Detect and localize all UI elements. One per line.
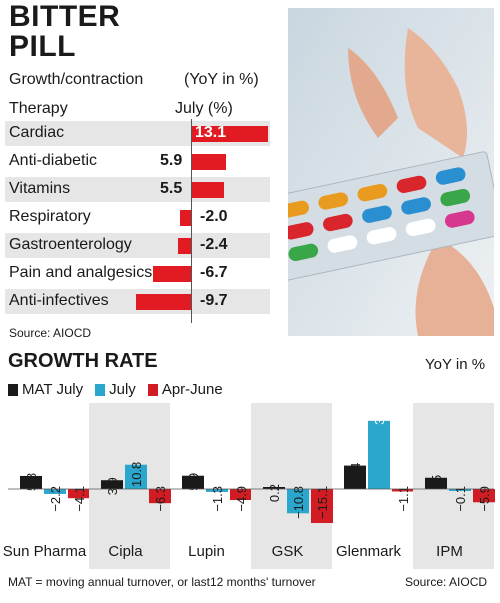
growth-value-label: −1.3 — [210, 486, 225, 512]
therapy-bar — [135, 294, 192, 310]
legend-swatch-july — [95, 383, 106, 396]
company-label: Lupin — [188, 543, 225, 560]
therapy-label: Anti-infectives — [9, 292, 109, 309]
growth-value-label: 5.8 — [24, 473, 39, 491]
column-header-july: July (%) — [175, 100, 233, 117]
therapy-bar — [192, 154, 227, 170]
legend-item-mat: MAT July — [8, 381, 83, 398]
growth-bar — [311, 489, 333, 523]
chart-subtitle: Growth/contraction — [9, 71, 144, 88]
title-line-2: PILL — [9, 30, 76, 63]
growth-value-label: −2.2 — [48, 486, 63, 512]
growth-value-label: −15.1 — [315, 486, 330, 519]
pills-photo — [288, 8, 494, 336]
therapy-bar — [178, 238, 192, 254]
growth-bar — [206, 489, 228, 492]
growth-value-label: 5.9 — [186, 473, 201, 491]
growth-bar — [263, 487, 285, 489]
therapy-value-label: -9.7 — [200, 292, 228, 309]
growth-rate-bar-chart: Sun Pharma 5.8 −2.2 −4.1 Cipla 3.9 10.8 −6.3 Lup… — [3, 403, 495, 569]
growth-bar — [449, 489, 471, 491]
therapy-label: Pain and analgesics — [9, 264, 153, 281]
therapy-value-label: 13.1 — [195, 124, 227, 141]
chart-title: BITTER PILL — [9, 2, 120, 62]
source-note-bottom: Source: AIOCD — [405, 575, 488, 589]
growth-rate-title: GROWTH RATE — [8, 350, 158, 372]
therapy-bar — [153, 266, 192, 282]
company-label: Glenmark — [336, 543, 402, 560]
therapy-bar — [192, 126, 268, 142]
growth-value-label: 10.4 — [348, 463, 363, 488]
company-label: Sun Pharma — [3, 543, 87, 560]
unit-label: (YoY in %) — [184, 71, 259, 88]
title-line-1: BITTER — [9, 0, 121, 33]
growth-bar — [287, 489, 309, 514]
growth-value-label: −4.1 — [72, 486, 87, 512]
growth-value-label: −1.1 — [396, 486, 411, 512]
legend-label-aprjune: Apr-June — [161, 381, 223, 398]
growth-rate-unit: YoY in % — [425, 356, 486, 373]
legend-item-july: July — [95, 381, 136, 398]
therapy-label: Cardiac — [9, 124, 65, 141]
growth-bar — [68, 489, 90, 499]
legend-label-july: July — [109, 381, 136, 398]
therapy-bar — [180, 210, 192, 226]
growth-bar — [344, 465, 366, 489]
growth-bar — [392, 489, 414, 492]
therapy-bar — [192, 182, 224, 198]
therapy-label: Anti-diabetic — [9, 152, 98, 169]
company-band — [251, 403, 332, 569]
growth-value-label: −5.9 — [477, 486, 492, 512]
growth-bar — [101, 480, 123, 489]
company-label: IPM — [436, 543, 463, 560]
legend-swatch-mat — [8, 383, 18, 396]
zero-axis — [191, 119, 192, 323]
growth-value-label: −6.3 — [153, 486, 168, 512]
growth-value-label: −0.1 — [453, 486, 468, 512]
legend-label-mat: MAT July — [22, 381, 84, 398]
column-header-therapy: Therapy — [9, 100, 68, 117]
row-band — [5, 177, 270, 202]
company-label: Cipla — [108, 543, 143, 560]
therapy-label: Vitamins — [9, 180, 71, 197]
footnote: MAT = moving annual turnover, or last12 … — [8, 575, 316, 589]
growth-bar — [230, 489, 252, 501]
growth-bar — [425, 477, 447, 489]
growth-value-label: −10.8 — [291, 486, 306, 519]
source-note-top: Source: AIOCD — [9, 326, 92, 340]
growth-bar — [149, 489, 171, 504]
therapy-value-label: -2.4 — [200, 236, 228, 253]
legend-swatch-aprjune — [147, 383, 158, 396]
therapy-value-label: -2.0 — [200, 208, 228, 225]
company-label: GSK — [272, 543, 304, 560]
therapy-value-label: -6.7 — [200, 264, 228, 281]
growth-value-label: 0.2 — [267, 484, 282, 502]
row-band — [5, 233, 270, 258]
growth-value-label: 5 — [429, 475, 444, 482]
growth-value-label: 10.8 — [129, 462, 144, 487]
growth-bar — [368, 420, 390, 489]
growth-value-label: 30.3 — [372, 403, 387, 425]
growth-value-label: −4.9 — [234, 486, 249, 512]
growth-bar — [20, 475, 42, 489]
legend-item-aprjune: Apr-June — [147, 381, 223, 398]
legend: MAT July July Apr-June — [8, 381, 223, 398]
therapy-label: Respiratory — [9, 208, 91, 225]
growth-bar — [125, 464, 147, 489]
growth-bar — [182, 475, 204, 489]
growth-value-label: 3.9 — [105, 477, 120, 495]
growth-bar — [473, 489, 495, 503]
therapy-value-label: 5.5 — [160, 180, 183, 197]
growth-bar — [44, 489, 66, 494]
therapy-label: Gastroenterology — [9, 236, 132, 253]
therapy-value-label: 5.9 — [160, 152, 183, 169]
